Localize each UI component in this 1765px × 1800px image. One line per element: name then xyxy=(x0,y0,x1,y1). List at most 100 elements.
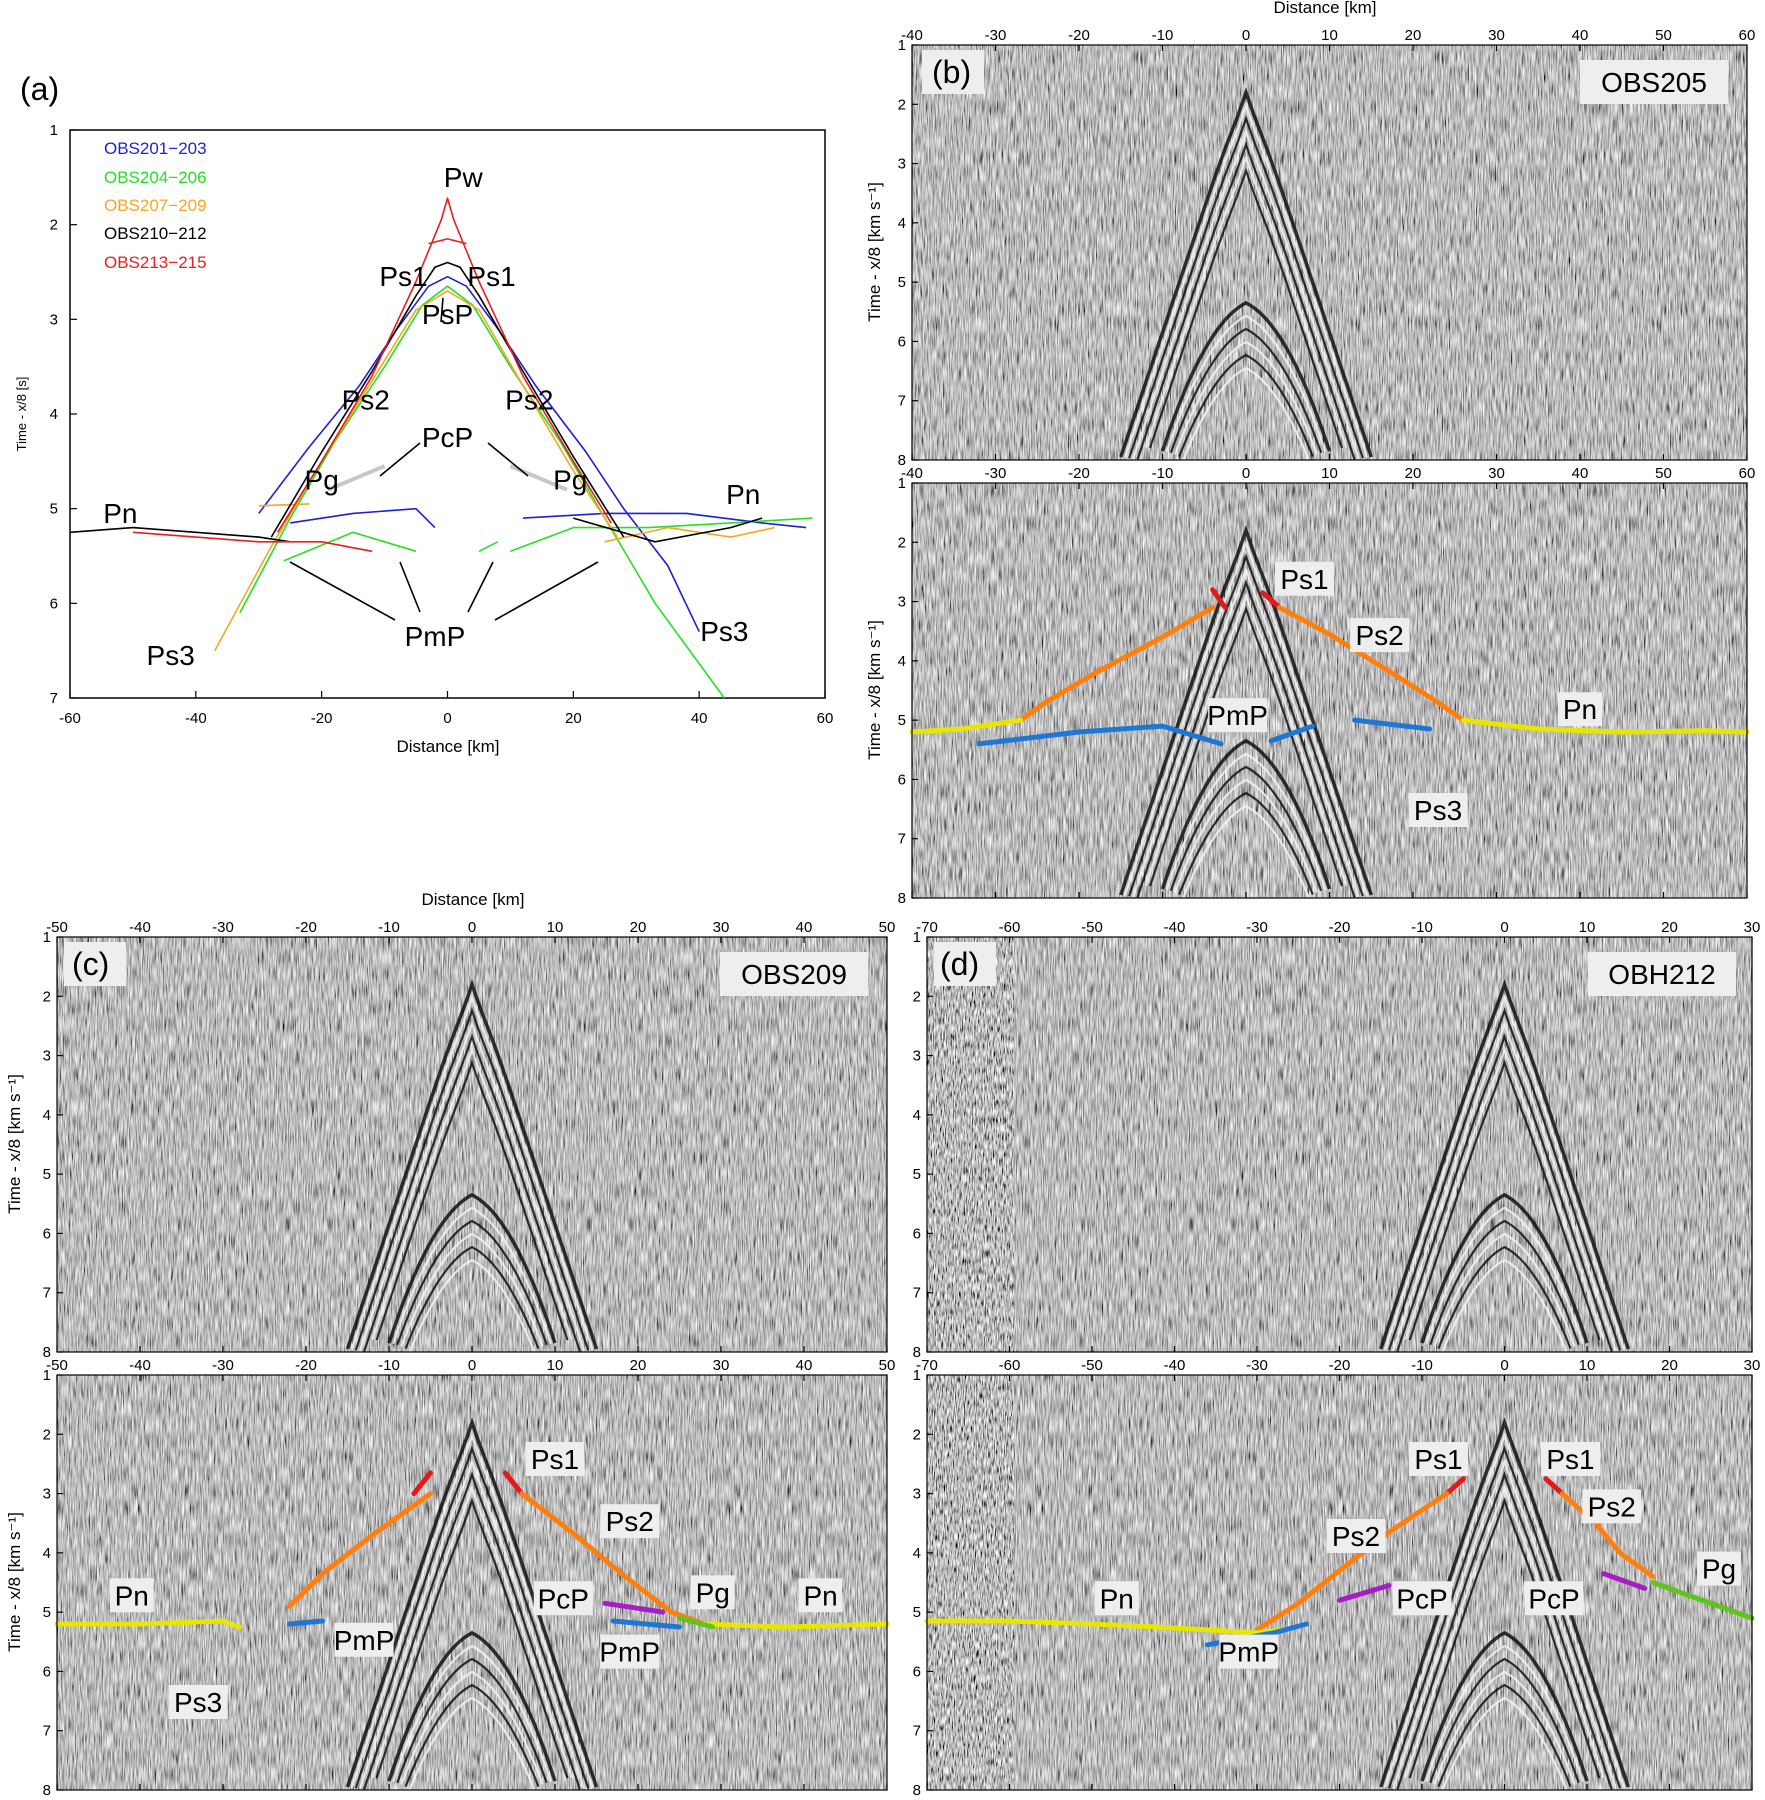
xtick-label: -30 xyxy=(985,465,1007,482)
panel-c-upper-plot xyxy=(57,937,887,1352)
direct-wave-band xyxy=(354,1007,590,1351)
phase-label-box xyxy=(168,1685,228,1719)
panel-d-letter-box: (d) xyxy=(934,942,996,986)
series-line xyxy=(478,541,499,553)
xtick-label: 30 xyxy=(1744,1357,1761,1374)
multiple-band xyxy=(1441,1696,1568,1790)
direct-wave-band xyxy=(1119,87,1373,458)
phase-label-box xyxy=(1408,793,1468,827)
xtick-label: -70 xyxy=(916,919,938,936)
phase-label-box xyxy=(1219,1634,1279,1669)
panel-a-series xyxy=(69,197,813,699)
xtick-label: -20 xyxy=(1329,1357,1351,1374)
series-line xyxy=(132,531,373,553)
panel-a-ytick-label: 7 xyxy=(50,690,58,707)
pointer-pmp-2 xyxy=(399,561,421,613)
ytick-label: 6 xyxy=(43,1663,51,1680)
phase-label: Ps1 xyxy=(1280,564,1328,595)
panel-d-lower-plot xyxy=(927,1375,1752,1790)
xtick-label: 0 xyxy=(1500,1357,1508,1374)
ytick-label: 7 xyxy=(898,831,906,848)
multiple-band xyxy=(1169,327,1323,454)
multiple-band xyxy=(392,1644,552,1783)
direct-wave-band xyxy=(1408,1497,1601,1779)
ytick-label: 1 xyxy=(898,475,906,492)
phase-label: PcP xyxy=(1528,1583,1579,1614)
ytick-label: 4 xyxy=(43,1107,51,1124)
phase-label: PcP xyxy=(538,1583,589,1614)
xtick-label: 10 xyxy=(1579,1357,1596,1374)
direct-wave-band xyxy=(1144,154,1348,448)
multiple-band xyxy=(1182,804,1310,898)
direct-wave-band xyxy=(1123,540,1369,896)
ytick-label: 2 xyxy=(43,988,51,1005)
multiple-band xyxy=(408,1258,536,1352)
panel-b-letter: (b) xyxy=(932,54,971,90)
ytick-label: 5 xyxy=(43,1166,51,1183)
direct-wave-band xyxy=(1383,994,1626,1350)
phase-label: Ps1 xyxy=(1414,1444,1462,1475)
direct-wave-band xyxy=(1128,115,1364,459)
xtick-label: 0 xyxy=(1242,27,1250,44)
phase-label: Ps2 xyxy=(342,384,390,415)
direct-wave-band xyxy=(371,1484,573,1778)
panel-a-xtick-label: 0 xyxy=(443,710,451,727)
phase-label: Pg xyxy=(696,1577,730,1608)
multiple-band xyxy=(404,1683,540,1788)
ytick-label: 1 xyxy=(898,37,906,54)
pick-pg xyxy=(1650,1580,1755,1621)
phase-label: Ps2 xyxy=(1355,620,1403,651)
ytick-label: 5 xyxy=(913,1166,921,1183)
phase-label: Ps2 xyxy=(1332,1521,1380,1552)
xtick-label: -20 xyxy=(1068,465,1090,482)
pick-pn xyxy=(54,1618,243,1630)
multiple-band xyxy=(1420,1192,1589,1344)
pick-ps2 xyxy=(1018,605,1216,723)
panel-d-ticks: -70 -60 -50 -40 -30 -20 -10 0 10 20 3012345678-70-… xyxy=(913,919,1761,1799)
phase-label-box xyxy=(1409,1441,1468,1476)
phase-label-box xyxy=(1582,1489,1642,1524)
ytick-label: 6 xyxy=(898,771,906,788)
series-line xyxy=(604,526,775,543)
multiple-band xyxy=(1169,765,1323,892)
pick-pmp xyxy=(610,1618,682,1630)
ytick-label: 1 xyxy=(913,929,921,946)
phase-label-box xyxy=(1274,561,1334,596)
phase-label: Ps3 xyxy=(147,640,195,671)
series-line xyxy=(573,517,763,543)
panel-c-ylabel-upper: Time - x/8 [km s⁻¹] xyxy=(5,1074,24,1214)
ytick-label: 8 xyxy=(898,890,906,907)
panel-d-letter: (d) xyxy=(940,946,979,982)
xtick-label: 20 xyxy=(630,919,647,936)
direct-wave-band xyxy=(345,978,599,1350)
panel-c-letter: (c) xyxy=(72,946,109,982)
ytick-label: 5 xyxy=(913,1604,921,1621)
ytick-label: 3 xyxy=(43,1486,51,1503)
phase-label-box xyxy=(1326,1519,1386,1553)
ytick-label: 5 xyxy=(898,712,906,729)
direct-wave-band xyxy=(350,1432,594,1788)
ytick-label: 3 xyxy=(913,1486,921,1503)
pick-pmp xyxy=(286,1618,326,1627)
multiple-band xyxy=(1165,314,1327,453)
phase-label: Ps1 xyxy=(1546,1444,1594,1475)
xtick-label: 50 xyxy=(1655,465,1672,482)
plot-frame xyxy=(926,1374,1753,1791)
panel-b-station-box: OBS205 xyxy=(1580,60,1728,104)
pick-pn xyxy=(924,1618,1285,1636)
panel-b-letter-box: (b) xyxy=(922,50,984,94)
multiple-band xyxy=(400,1232,544,1347)
pick-pn xyxy=(909,717,1023,735)
multiple-band xyxy=(1182,366,1310,460)
multiple-band xyxy=(392,1206,552,1345)
xtick-label: -60 xyxy=(999,1357,1021,1374)
xtick-label: -20 xyxy=(1329,919,1351,936)
panel-c-lower-plot xyxy=(57,1375,887,1790)
direct-wave-band xyxy=(1396,1033,1613,1352)
phase-label-box xyxy=(525,1441,585,1476)
panel-d-station: OBH212 xyxy=(1608,959,1715,990)
xtick-label: 50 xyxy=(1655,27,1672,44)
xtick-label: -30 xyxy=(1246,1357,1268,1374)
ytick-label: 7 xyxy=(898,393,906,410)
phase-label: Ps2 xyxy=(1588,1491,1636,1522)
